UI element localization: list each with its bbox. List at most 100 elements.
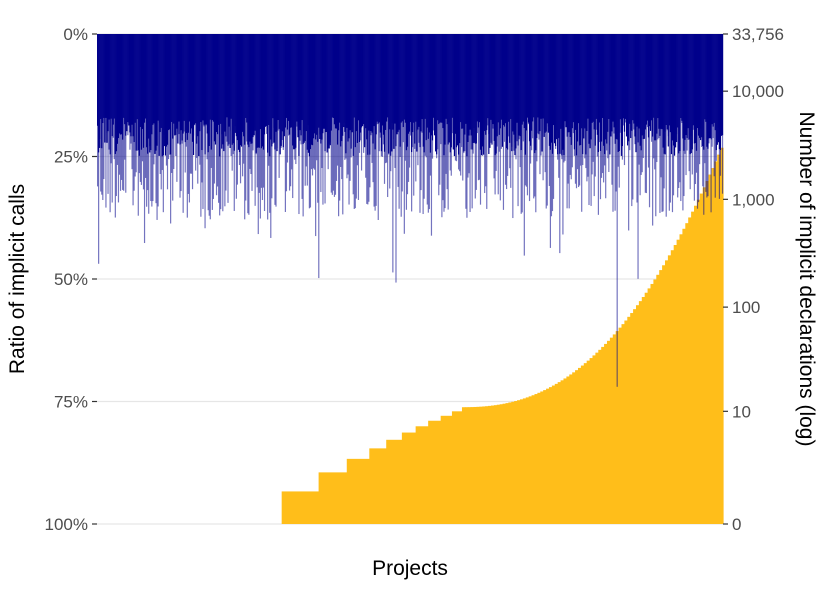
ratio-bar-core — [655, 34, 657, 141]
ratio-bar-core — [638, 34, 640, 129]
ratio-bar-core — [587, 34, 589, 119]
ratio-bar-core — [341, 34, 343, 142]
ratio-bar-core — [249, 34, 251, 142]
ratio-bar-core — [515, 34, 517, 149]
declarations-bar — [638, 301, 643, 524]
ratio-bar-core — [295, 34, 297, 148]
ratio-bar — [665, 34, 667, 217]
ratio-bar-core — [414, 34, 416, 144]
ratio-bar-core — [518, 34, 520, 136]
ratio-bar-core — [286, 34, 289, 130]
ratio-bar-core — [298, 34, 300, 156]
ratio-bar-core — [687, 34, 689, 129]
declarations-bar — [318, 472, 348, 524]
declarations-bar — [505, 403, 509, 524]
ratio-bar-core — [558, 34, 560, 139]
ratio-bar-core — [117, 34, 120, 139]
right-tick-label: 0 — [732, 515, 741, 534]
ratio-bar-core — [607, 34, 609, 132]
ratio-bar-core — [408, 34, 411, 132]
declarations-bar — [653, 279, 657, 524]
ratio-bar-core — [98, 34, 100, 153]
ratio-bar-core — [428, 34, 430, 133]
ratio-bar-core — [617, 34, 619, 152]
ratio-bar-core — [255, 34, 257, 153]
ratio-bar-core — [382, 34, 385, 135]
ratio-bar-core — [682, 34, 684, 139]
ratio-bar-core — [631, 34, 633, 131]
declarations-bar — [473, 406, 478, 524]
declarations-bar — [470, 407, 475, 524]
ratio-bar-core — [422, 34, 424, 147]
ratio-bar-core — [681, 34, 683, 121]
ratio-bar-core — [511, 34, 513, 152]
declarations-bar — [415, 426, 429, 524]
ratio-bar-core — [697, 34, 700, 136]
declarations-bar — [711, 168, 715, 524]
ratio-bar-core — [195, 34, 197, 124]
ratio-bar-core — [365, 34, 367, 129]
ratio-bar — [392, 34, 394, 273]
ratio-bar-core — [107, 34, 109, 132]
ratio-bar-core — [480, 34, 483, 156]
ratio-bar-core — [301, 34, 303, 121]
ratio-bar-core — [415, 34, 417, 122]
ratio-bar-core — [646, 34, 649, 121]
ratio-bar-core — [353, 34, 355, 118]
ratio-bar-core — [129, 34, 131, 133]
declarations-bar — [612, 334, 617, 524]
ratio-bar-core — [610, 34, 612, 137]
ratio-bar-core — [662, 34, 664, 148]
ratio-bar-core — [622, 34, 625, 119]
declarations-bar — [630, 313, 634, 524]
ratio-bar-core — [199, 34, 201, 132]
declarations-bar — [428, 420, 442, 524]
declarations-bar — [691, 211, 695, 525]
ratio-bar-core — [443, 34, 445, 156]
ratio-bar-core — [283, 34, 285, 137]
ratio-bar-core — [488, 34, 490, 155]
ratio-bar-core — [672, 34, 675, 146]
ratio-bar-core — [635, 34, 637, 153]
ratio-bar-core — [671, 34, 674, 141]
ratio-bar-core — [370, 34, 372, 131]
ratio-bar-core — [368, 34, 370, 131]
declarations-bar — [679, 234, 683, 524]
ratio-bar-core — [411, 34, 413, 153]
ratio-bar-core — [243, 34, 245, 137]
declarations-bar — [688, 217, 692, 524]
ratio-bar-core — [319, 34, 321, 139]
ratio-bar-core — [208, 34, 210, 147]
ratio-bar-core — [144, 34, 147, 119]
ratio-bar-core — [315, 34, 317, 140]
ratio-bar-core — [383, 34, 386, 152]
ratio-bar-core — [220, 34, 222, 124]
ratio-bar-core — [405, 34, 408, 151]
ratio-bar-core — [532, 34, 534, 122]
ratio-bar-core — [595, 34, 597, 119]
ratio-bar — [637, 34, 639, 279]
ratio-bar-core — [372, 34, 374, 144]
ratio-bar-core — [504, 34, 507, 124]
declarations-bar — [485, 406, 489, 524]
ratio-bar-core — [175, 34, 177, 135]
ratio-bar-core — [203, 34, 205, 125]
ratio-bar-core — [549, 34, 551, 150]
ratio-bar-core — [700, 34, 702, 141]
declarations-bar — [667, 255, 672, 524]
ratio-bar-core — [165, 34, 168, 147]
declarations-bar — [563, 378, 567, 524]
ratio-bar — [202, 34, 204, 209]
ratio-bar-core — [502, 34, 505, 126]
declarations-bar — [496, 404, 501, 524]
ratio-bar-core — [464, 34, 466, 135]
ratio-bar-core — [194, 34, 196, 125]
ratio-bar-core — [258, 34, 260, 148]
ratio-bar-core — [390, 34, 392, 156]
declarations-bar — [644, 292, 649, 524]
ratio-bar-core — [393, 34, 395, 149]
ratio-bar-core — [551, 34, 554, 154]
ratio-bar-core — [407, 34, 410, 134]
ratio-bar-core — [478, 34, 481, 123]
ratio-bar-core — [450, 34, 452, 148]
